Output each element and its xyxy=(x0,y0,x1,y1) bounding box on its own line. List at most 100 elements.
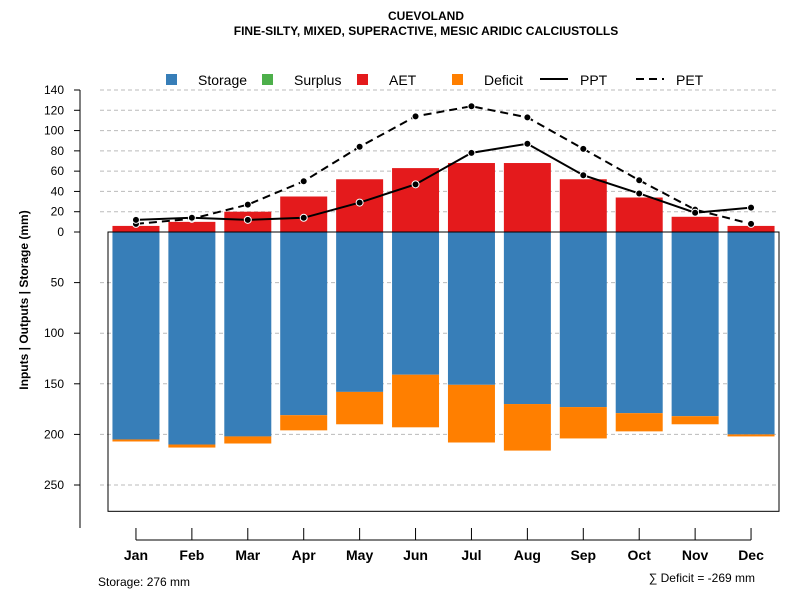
month-label: Nov xyxy=(682,547,709,563)
month-label: Jun xyxy=(403,547,428,563)
month-label: Oct xyxy=(628,547,652,563)
month-label: May xyxy=(346,547,373,563)
storage-footer: Storage: 276 mm xyxy=(98,575,190,589)
pet-point xyxy=(299,177,308,186)
deficit-bar xyxy=(671,416,719,425)
legend-label: PET xyxy=(676,72,704,88)
ppt-line xyxy=(135,142,752,221)
storage-bar xyxy=(671,232,719,417)
deficit-bar xyxy=(224,436,272,444)
deficit-footer: ∑ Deficit = -269 mm xyxy=(649,571,755,585)
pet-point xyxy=(523,113,532,122)
ppt-point xyxy=(299,213,308,222)
y-tick-label: 60 xyxy=(51,164,65,178)
deficit-bar xyxy=(615,413,663,432)
ppt-point xyxy=(747,203,756,212)
month-label: Apr xyxy=(292,547,317,563)
ppt-point xyxy=(467,148,476,157)
aet-bar xyxy=(559,179,607,232)
ppt-point xyxy=(355,198,364,207)
ppt-point xyxy=(523,139,532,148)
pet-point xyxy=(579,144,588,153)
y-tick-label: 40 xyxy=(51,184,65,198)
deficit-bar xyxy=(336,391,384,425)
y-tick-label: 120 xyxy=(44,103,64,117)
month-label: Jul xyxy=(461,547,481,563)
pet-point xyxy=(635,176,644,185)
storage-bar xyxy=(503,232,551,405)
month-label: Jan xyxy=(124,547,148,563)
month-label: Aug xyxy=(514,547,541,563)
aet-bar xyxy=(727,225,775,232)
aet-bar xyxy=(503,163,551,232)
legend-swatch-deficit xyxy=(452,74,463,85)
deficit-bar xyxy=(112,439,160,442)
ppt-point xyxy=(691,208,700,217)
ppt-point xyxy=(579,171,588,180)
legend-label: Deficit xyxy=(484,72,523,88)
y-tick-label: 50 xyxy=(51,276,65,290)
aet-bar xyxy=(447,163,495,232)
legend-swatch-storage xyxy=(166,74,177,85)
aet-bar xyxy=(168,221,216,232)
y-tick-label: 0 xyxy=(57,225,64,239)
legend-swatch-aet xyxy=(357,74,368,85)
storage-bar xyxy=(727,232,775,435)
deficit-bar xyxy=(280,415,328,431)
ppt-point xyxy=(411,180,420,189)
pet-point xyxy=(411,112,420,121)
y-tick-label: 100 xyxy=(44,124,64,138)
storage-bar xyxy=(447,232,495,385)
aet-bar xyxy=(392,168,440,232)
storage-bar xyxy=(168,232,216,445)
y-tick-label: 80 xyxy=(51,144,65,158)
y-tick-label: 20 xyxy=(51,205,65,219)
y-tick-label: 150 xyxy=(44,377,64,391)
storage-bar xyxy=(615,232,663,414)
legend-swatch-surplus xyxy=(262,74,273,85)
legend: Storage Surplus AET Deficit PPT PET xyxy=(166,72,704,88)
legend-label: Storage xyxy=(198,72,247,88)
y-tick-label: 250 xyxy=(44,478,64,492)
aet-bar xyxy=(112,225,160,232)
ppt-point xyxy=(635,189,644,198)
legend-label: Surplus xyxy=(294,72,341,88)
legend-label: AET xyxy=(389,72,417,88)
pet-point xyxy=(747,219,756,228)
pet-line xyxy=(135,105,752,225)
pet-point xyxy=(243,200,252,209)
ppt-point xyxy=(243,215,252,224)
storage-bar xyxy=(559,232,607,408)
storage-bar xyxy=(280,232,328,416)
storage-bar xyxy=(112,232,160,440)
deficit-bar xyxy=(503,404,551,451)
deficit-bar xyxy=(168,444,216,448)
month-label: Sep xyxy=(570,547,596,563)
month-label: Dec xyxy=(738,547,764,563)
axes: 0 20 40 60 80 100 120 140 50 100 150 200 250 Jan Feb Ma… xyxy=(44,83,764,563)
ppt-point xyxy=(187,213,196,222)
month-label: Feb xyxy=(179,547,204,563)
month-label: Mar xyxy=(235,547,260,563)
lines xyxy=(131,102,756,228)
deficit-bar xyxy=(727,434,775,437)
y-tick-label: 140 xyxy=(44,83,64,97)
aet-bar xyxy=(615,197,663,232)
y-tick-label: 100 xyxy=(44,326,64,340)
deficit-bar xyxy=(447,384,495,443)
aet-bar xyxy=(671,216,719,232)
chart-title: CUEVOLAND xyxy=(388,9,464,23)
pet-point xyxy=(355,142,364,151)
storage-bar xyxy=(392,232,440,375)
ppt-point xyxy=(131,215,140,224)
pet-point xyxy=(467,102,476,111)
storage-bar xyxy=(336,232,384,392)
deficit-bar xyxy=(392,374,440,428)
deficit-bar xyxy=(559,407,607,439)
y-axis-label: Inputs | Outputs | Storage (mm) xyxy=(17,210,31,389)
storage-bar xyxy=(224,232,272,437)
legend-label: PPT xyxy=(580,72,608,88)
y-tick-label: 200 xyxy=(44,427,64,441)
chart-subtitle: FINE-SILTY, MIXED, SUPERACTIVE, MESIC AR… xyxy=(234,24,618,38)
